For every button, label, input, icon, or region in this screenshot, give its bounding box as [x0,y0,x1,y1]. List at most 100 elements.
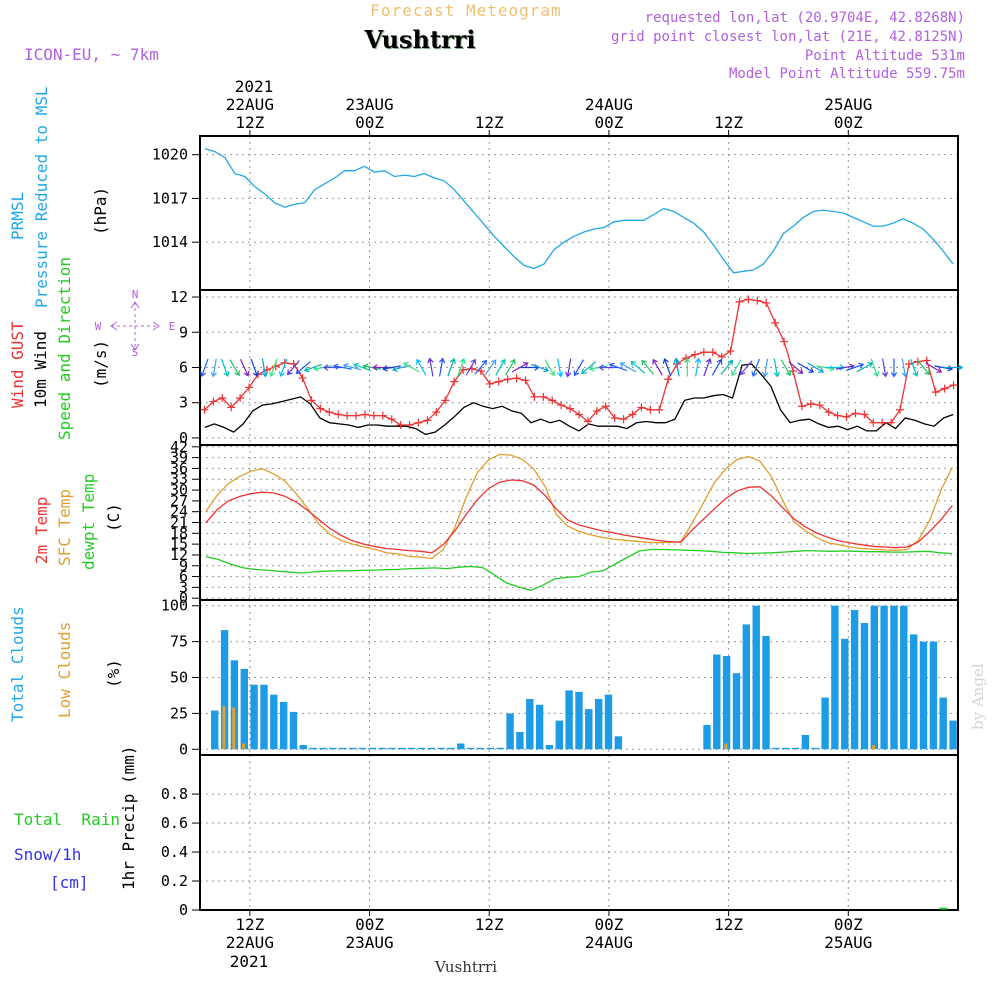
wind-panel: 0 3 6 9 12 [170,288,964,447]
gust-marker [307,396,316,405]
gust-marker [869,418,878,427]
wind-direction-arrow [807,362,825,373]
gust-marker [236,394,245,403]
wind-direction-arrow [761,358,769,378]
wind-direction-arrow [825,364,845,371]
y-tick-label: 50 [170,669,188,687]
wind-direction-arrow [447,357,456,377]
wind-direction-arrow [352,362,372,372]
pressure-unit: (hPa) [91,187,110,235]
y-tick-label: 1020 [152,146,188,164]
wind-direction-arrow [619,362,637,373]
wind-direction-arrow [332,363,352,370]
total-cloud-bar [299,745,307,750]
gust-marker [583,417,592,426]
gust-marker [735,297,744,306]
wind-direction-arrow [630,361,646,374]
total-cloud-bar [811,747,819,750]
wind-direction-arrow [573,359,585,377]
wind-direction-arrow [474,359,487,375]
wind-direction-arrow [711,358,723,376]
wind-direction-arrow [856,362,874,373]
wind-direction-arrow [739,360,753,376]
wind-direction-arrow [495,358,506,376]
y-tick-label: 12 [170,546,188,564]
temp-2m-line [205,479,953,554]
wind-direction-arrow [210,358,218,378]
total-cloud-bar [388,747,396,750]
temp-label-2m: 2m Temp [32,497,51,564]
gust-marker [432,408,441,417]
gust-marker [521,376,530,385]
gust-marker [503,375,512,384]
gust-marker [316,404,325,413]
sfc-temp-line [205,453,953,560]
y-tick-label: 33 [170,470,188,488]
wind-label-speed-dir: Speed and Direction [55,257,74,440]
gust-marker [378,411,387,420]
wind-direction-arrow [505,358,516,376]
total-cloud-bar [565,690,573,750]
y-tick-label: 25 [170,704,188,722]
total-cloud-bar [457,743,465,750]
wind-direction-arrow [581,361,597,374]
gust-marker [200,405,209,414]
y-tick-label: 0 [179,740,188,758]
bottom-hour-label: 12Z [235,915,264,934]
total-cloud-bar [614,736,623,750]
total-cloud-bar [801,734,810,750]
info-line-2: grid point closest lon,lat (21E, 42.8125… [611,29,965,45]
low-cloud-bar [724,743,728,750]
wind-direction-arrow [901,358,908,378]
gust-marker [628,410,637,419]
wind-direction-arrow [382,365,401,372]
y-tick-label: 0 [179,429,188,447]
total-cloud-bar [791,747,800,750]
wind-direction-arrow [881,358,889,378]
gust-marker [352,411,361,420]
bottom-date-label: 24AUG [585,933,633,952]
y-tick-label: 3 [179,578,188,596]
wind-direction-arrow [557,358,564,378]
total-cloud-bar [289,711,298,750]
pressure-panel: 1014 1017 1020 [152,135,959,291]
total-cloud-bar [880,605,888,750]
gust-marker [387,415,396,424]
total-cloud-bar [772,747,780,750]
wind-direction-arrow [269,358,278,378]
y-tick-label: 6 [179,568,188,586]
clouds-label-low: Low Clouds [55,622,74,718]
gust-marker [494,377,503,386]
total-cloud-bar [467,747,475,750]
total-cloud-bar [220,630,229,750]
gust-marker [619,415,628,424]
total-cloud-bar [358,747,367,750]
wind-direction-arrow [608,362,628,372]
total-cloud-bar [329,747,337,750]
gust-marker [601,402,610,411]
total-cloud-bar [280,701,288,750]
precip-panel: 0 0.2 0.4 0.6 0.8 [161,754,959,919]
wind-direction-arrow [372,364,392,371]
gust-marker [887,418,896,427]
gust-marker [949,381,958,390]
info-line-3: Point Altitude 531m [805,48,965,64]
watermark: by Angel [969,663,987,730]
total-cloud-bar [585,709,593,750]
clouds-unit: (%) [104,659,123,688]
wind-direction-arrow [438,357,446,377]
wind-direction-arrow [731,359,742,377]
total-cloud-bar [752,605,760,750]
gust-marker [690,350,699,359]
total-cloud-bar [476,747,485,750]
gust-marker [566,404,575,413]
wind-direction-arrow [780,359,792,377]
total-cloud-bar [929,641,938,750]
total-cloud-bar [270,694,278,750]
y-tick-label: 42 [170,438,188,456]
y-tick-label: 0.8 [161,785,188,803]
gust-marker [592,406,601,415]
y-tick-label: 9 [179,557,188,575]
dewpt-line [205,548,953,591]
